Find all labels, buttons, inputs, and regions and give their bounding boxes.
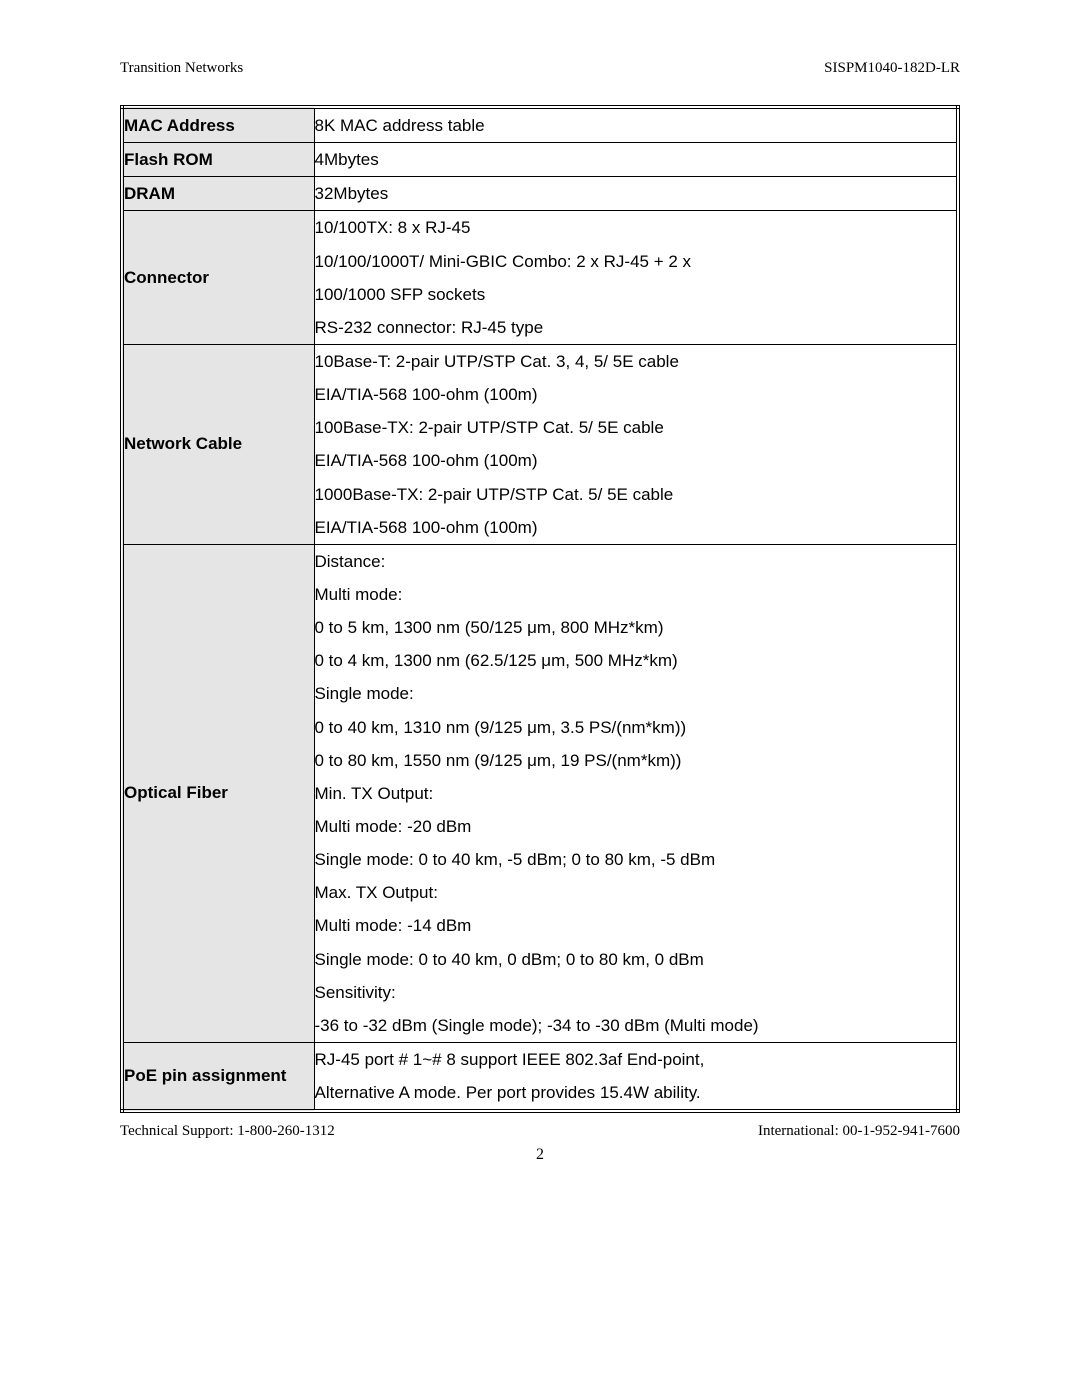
spec-value-line: 0 to 40 km, 1310 nm (9/125 μm, 3.5 PS/(n… (315, 711, 957, 744)
spec-value-line: Multi mode: (315, 578, 957, 611)
footer-right: International: 00-1-952-941-7600 (758, 1123, 960, 1140)
spec-value-line: Single mode: 0 to 40 km, -5 dBm; 0 to 80… (315, 843, 957, 876)
spec-value-line: EIA/TIA-568 100-ohm (100m) (315, 444, 957, 477)
spec-table-body: MAC Address8K MAC address tableFlash ROM… (122, 107, 958, 1111)
table-row: DRAM32Mbytes (122, 177, 958, 211)
page-header: Transition Networks SISPM1040-182D-LR (120, 60, 960, 77)
spec-value-line: 1000Base-TX: 2-pair UTP/STP Cat. 5/ 5E c… (315, 478, 957, 511)
spec-label: Network Cable (122, 344, 314, 544)
table-row: Network Cable10Base-T: 2-pair UTP/STP Ca… (122, 344, 958, 544)
spec-value-line: 4Mbytes (315, 143, 957, 176)
spec-label: Connector (122, 211, 314, 345)
spec-value: 10Base-T: 2-pair UTP/STP Cat. 3, 4, 5/ 5… (314, 344, 958, 544)
table-row: Connector10/100TX: 8 x RJ-4510/100/1000T… (122, 211, 958, 345)
spec-value-line: EIA/TIA-568 100-ohm (100m) (315, 378, 957, 411)
spec-value-line: RS-232 connector: RJ-45 type (315, 311, 957, 344)
spec-value-line: 0 to 80 km, 1550 nm (9/125 μm, 19 PS/(nm… (315, 744, 957, 777)
table-row: PoE pin assignmentRJ-45 port # 1~# 8 sup… (122, 1042, 958, 1111)
spec-value: 4Mbytes (314, 143, 958, 177)
table-row: Flash ROM4Mbytes (122, 143, 958, 177)
spec-value-line: RJ-45 port # 1~# 8 support IEEE 802.3af … (315, 1043, 957, 1076)
spec-value-line: 100/1000 SFP sockets (315, 278, 957, 311)
spec-table: MAC Address8K MAC address tableFlash ROM… (120, 105, 960, 1113)
spec-value-line: 10Base-T: 2-pair UTP/STP Cat. 3, 4, 5/ 5… (315, 345, 957, 378)
page-footer: Technical Support: 1-800-260-1312 Intern… (120, 1123, 960, 1140)
table-row: Optical FiberDistance:Multi mode:0 to 5 … (122, 544, 958, 1042)
spec-value: 32Mbytes (314, 177, 958, 211)
spec-label: Flash ROM (122, 143, 314, 177)
header-right: SISPM1040-182D-LR (824, 60, 960, 77)
spec-value-line: 10/100TX: 8 x RJ-45 (315, 211, 957, 244)
spec-label: DRAM (122, 177, 314, 211)
spec-value-line: 100Base-TX: 2-pair UTP/STP Cat. 5/ 5E ca… (315, 411, 957, 444)
spec-value-line: Min. TX Output: (315, 777, 957, 810)
spec-value-line: Sensitivity: (315, 976, 957, 1009)
spec-label: PoE pin assignment (122, 1042, 314, 1111)
spec-value-line: Single mode: 0 to 40 km, 0 dBm; 0 to 80 … (315, 943, 957, 976)
spec-value-line: 0 to 4 km, 1300 nm (62.5/125 μm, 500 MHz… (315, 644, 957, 677)
spec-value-line: 10/100/1000T/ Mini-GBIC Combo: 2 x RJ-45… (315, 245, 957, 278)
spec-value-line: Single mode: (315, 677, 957, 710)
footer-left: Technical Support: 1-800-260-1312 (120, 1123, 335, 1140)
spec-value-line: 32Mbytes (315, 177, 957, 210)
spec-value: Distance:Multi mode:0 to 5 km, 1300 nm (… (314, 544, 958, 1042)
page-number: 2 (120, 1146, 960, 1164)
spec-value-line: 8K MAC address table (315, 109, 957, 142)
spec-value-line: Alternative A mode. Per port provides 15… (315, 1076, 957, 1109)
page: Transition Networks SISPM1040-182D-LR MA… (0, 0, 1080, 1397)
table-row: MAC Address8K MAC address table (122, 107, 958, 143)
spec-value-line: Max. TX Output: (315, 876, 957, 909)
spec-label: Optical Fiber (122, 544, 314, 1042)
header-left: Transition Networks (120, 60, 243, 77)
spec-value-line: Distance: (315, 545, 957, 578)
spec-value-line: EIA/TIA-568 100-ohm (100m) (315, 511, 957, 544)
spec-value: RJ-45 port # 1~# 8 support IEEE 802.3af … (314, 1042, 958, 1111)
spec-value-line: Multi mode: -14 dBm (315, 909, 957, 942)
spec-label: MAC Address (122, 107, 314, 143)
spec-value: 8K MAC address table (314, 107, 958, 143)
spec-value-line: Multi mode: -20 dBm (315, 810, 957, 843)
spec-value-line: -36 to -32 dBm (Single mode); -34 to -30… (315, 1009, 957, 1042)
spec-value-line: 0 to 5 km, 1300 nm (50/125 μm, 800 MHz*k… (315, 611, 957, 644)
spec-value: 10/100TX: 8 x RJ-4510/100/1000T/ Mini-GB… (314, 211, 958, 345)
